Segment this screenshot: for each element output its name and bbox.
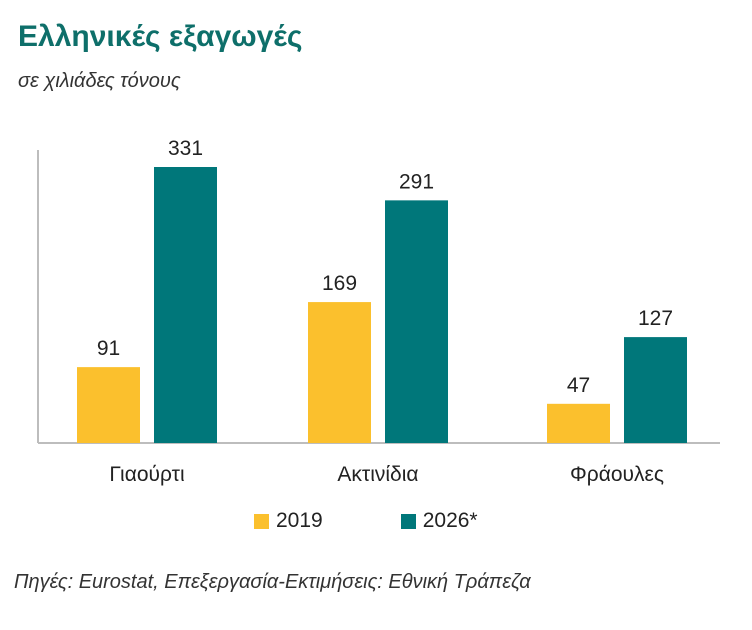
- data-label: 47: [567, 374, 590, 397]
- bar-2019-2: [547, 403, 610, 443]
- x-tick-label: Ακτινίδια: [337, 463, 418, 486]
- bar-2019-1: [308, 302, 371, 443]
- source-note: Πηγές: Eurostat, Επεξεργασία-Εκτιμήσεις:…: [14, 571, 531, 593]
- bar-2026-1: [385, 200, 448, 443]
- legend-item-2026: 2026*: [400, 509, 478, 533]
- bar-2026-0: [154, 167, 217, 443]
- legend-label-2026: 2026*: [422, 509, 478, 532]
- legend-item-2019: 2019: [254, 509, 323, 533]
- chart-subtitle: σε χιλιάδες τόνους: [18, 70, 181, 92]
- legend-swatch-2026: [400, 513, 416, 529]
- data-label: 91: [97, 337, 120, 360]
- bar-2019-0: [77, 367, 140, 443]
- legend: 2019 2026*: [254, 509, 556, 533]
- data-label: 127: [638, 307, 673, 330]
- data-label: 169: [322, 272, 357, 295]
- legend-swatch-2019: [254, 513, 269, 529]
- data-label: 331: [168, 137, 203, 160]
- x-tick-label: Φράουλες: [570, 463, 664, 486]
- bar-2026-2: [624, 337, 687, 443]
- data-label: 291: [399, 170, 434, 193]
- chart-title: Ελληνικές εξαγωγές: [18, 20, 303, 53]
- x-tick-label: Γιαούρτι: [109, 463, 185, 486]
- legend-label-2019: 2019: [276, 509, 323, 532]
